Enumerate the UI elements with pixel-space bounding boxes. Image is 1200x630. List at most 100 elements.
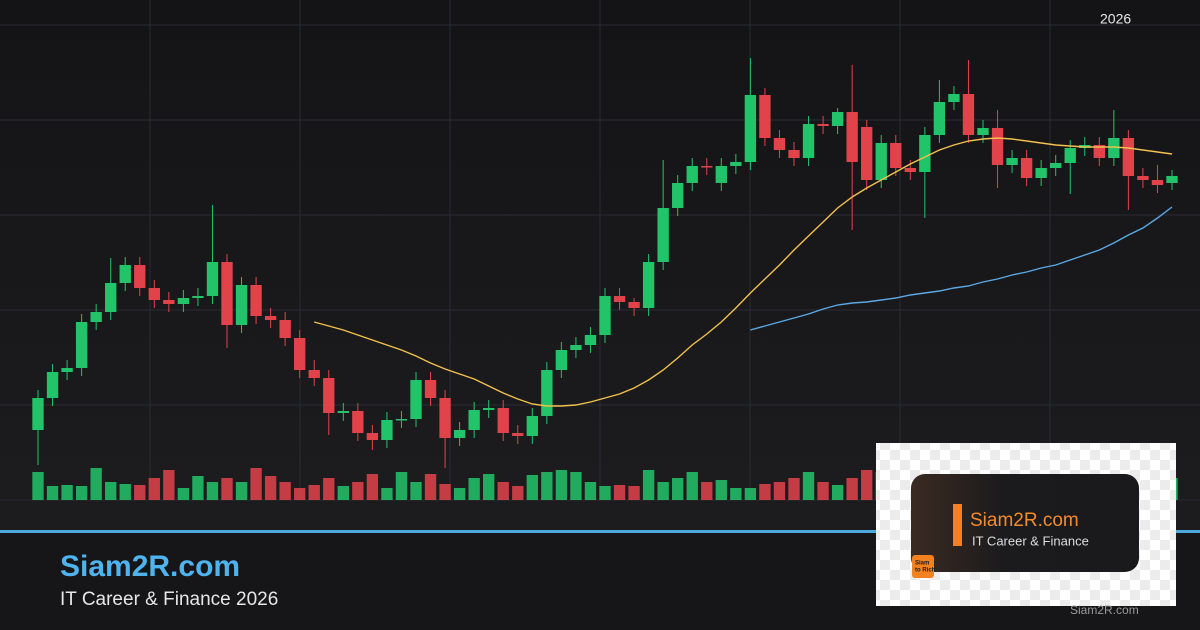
candle-body bbox=[831, 112, 844, 126]
candle-body bbox=[119, 265, 131, 283]
candle-body bbox=[570, 345, 582, 350]
candle-body bbox=[468, 410, 480, 430]
candle-body bbox=[672, 183, 684, 208]
candle-body bbox=[279, 320, 291, 338]
candle-body bbox=[526, 416, 538, 436]
volume-bar bbox=[323, 478, 335, 500]
volume-bar bbox=[424, 474, 437, 500]
candle-body bbox=[206, 262, 219, 296]
candle-body bbox=[948, 94, 960, 102]
candle-body bbox=[1020, 158, 1033, 178]
volume-bar bbox=[642, 470, 655, 500]
candle-body bbox=[308, 370, 320, 378]
candle-body bbox=[875, 143, 887, 180]
volume-bar bbox=[788, 478, 800, 500]
candle-body bbox=[1108, 138, 1120, 158]
volume-bar bbox=[599, 486, 611, 500]
candle-body bbox=[337, 411, 349, 413]
candle-body bbox=[105, 283, 117, 312]
candle-body bbox=[861, 127, 873, 180]
candle-body bbox=[381, 420, 393, 440]
candle-body bbox=[759, 95, 771, 138]
volume-bar bbox=[512, 486, 524, 500]
volume-bar bbox=[584, 482, 597, 500]
candle-body bbox=[584, 335, 597, 345]
candle-body bbox=[919, 135, 931, 172]
candle-body bbox=[962, 94, 975, 135]
candle-body bbox=[1166, 176, 1178, 183]
moving-average bbox=[750, 206, 1173, 331]
candle-body bbox=[177, 298, 190, 304]
candle-body bbox=[235, 285, 248, 325]
candle-body bbox=[512, 433, 524, 436]
volume-bar bbox=[570, 472, 582, 500]
volume-bar bbox=[235, 482, 248, 500]
candle-body bbox=[192, 296, 204, 298]
candle-body bbox=[744, 95, 757, 162]
card-accent bbox=[953, 504, 962, 546]
volume-bar bbox=[381, 488, 393, 500]
candle-body bbox=[439, 398, 451, 438]
volume-bar bbox=[715, 480, 727, 500]
volume-bar bbox=[294, 488, 306, 500]
volume-bar bbox=[90, 468, 102, 500]
volume-bar bbox=[846, 478, 858, 500]
candle-body bbox=[599, 296, 611, 335]
candle-body bbox=[453, 430, 466, 438]
brand-title: Siam2R.com bbox=[60, 550, 240, 583]
candle-body bbox=[1137, 176, 1149, 180]
candle-body bbox=[933, 102, 946, 135]
volume-bar bbox=[744, 488, 757, 500]
volume-bar bbox=[613, 485, 626, 500]
volume-bar bbox=[221, 478, 233, 500]
volume-bar bbox=[250, 468, 262, 500]
volume-bar bbox=[75, 486, 88, 500]
volume-bar bbox=[264, 476, 277, 500]
volume-bar bbox=[701, 482, 713, 500]
volume-bar bbox=[337, 486, 349, 500]
volume-bar bbox=[555, 470, 568, 500]
volume-bar bbox=[279, 482, 291, 500]
candle-body bbox=[817, 124, 829, 126]
volume-bar bbox=[526, 475, 538, 500]
badge-text: Siam bbox=[915, 561, 929, 567]
candle-body bbox=[424, 380, 437, 398]
volume-bar bbox=[497, 482, 509, 500]
candle-body bbox=[148, 288, 160, 300]
card-panel bbox=[911, 474, 1139, 572]
volume-bar bbox=[134, 485, 146, 500]
candle-body bbox=[613, 296, 626, 302]
volume-bar bbox=[308, 485, 320, 500]
volume-bar bbox=[730, 488, 742, 500]
grid bbox=[0, 0, 1200, 501]
volume-bar bbox=[453, 488, 466, 500]
candle-body bbox=[410, 380, 422, 419]
volume-bar bbox=[773, 482, 786, 500]
candle-body bbox=[628, 302, 640, 308]
candle-body bbox=[1035, 168, 1047, 178]
candle-body bbox=[483, 408, 495, 410]
divider bbox=[0, 530, 1200, 533]
candle-body bbox=[541, 370, 553, 416]
volume-bar bbox=[817, 482, 829, 500]
candle-body bbox=[1093, 145, 1105, 158]
candle-body bbox=[134, 265, 146, 288]
volume-bar bbox=[192, 476, 204, 500]
candle-body bbox=[294, 338, 306, 370]
volume-bar bbox=[759, 484, 771, 500]
candle-body bbox=[991, 128, 1004, 165]
candle-body bbox=[701, 166, 713, 168]
logo-card: Siam2R.com IT Career & Finance Siam to R… bbox=[876, 443, 1176, 606]
volume-bar bbox=[366, 474, 379, 500]
candle-body bbox=[642, 262, 655, 308]
volume-bar bbox=[628, 486, 640, 500]
candle-body bbox=[1151, 180, 1164, 185]
volume-bar bbox=[483, 474, 495, 500]
volume-bar bbox=[395, 472, 408, 500]
candle-body bbox=[221, 262, 233, 325]
watermark: Siam2R.com bbox=[1070, 603, 1139, 617]
candle-body bbox=[352, 411, 364, 433]
volume-bar bbox=[686, 472, 698, 500]
